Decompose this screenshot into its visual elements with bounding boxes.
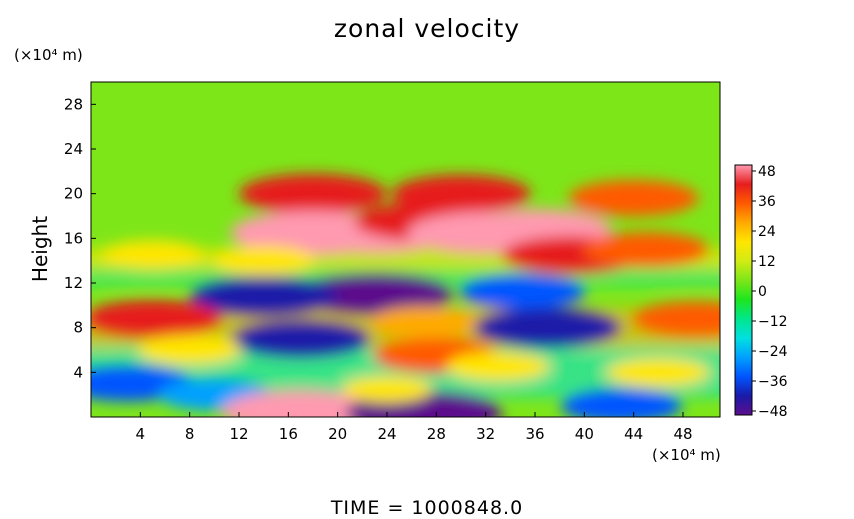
- y-tick-label: 24: [64, 140, 83, 158]
- velocity-feature: [239, 173, 387, 214]
- colorbar-tick-label: 48: [758, 164, 776, 180]
- x-tick-label: 44: [624, 425, 643, 443]
- velocity-feature: [583, 232, 709, 267]
- colorbar: 48 36 24 12 0 −12 −24 −36 −48: [734, 164, 788, 420]
- plot-area: [90, 81, 721, 418]
- x-tick-label: 8: [185, 425, 195, 443]
- velocity-feature: [473, 307, 622, 348]
- colorbar-tick-label: 36: [758, 194, 776, 210]
- x-tick-label: 4: [136, 425, 146, 443]
- colorbar-ramp: [734, 164, 753, 416]
- x-tick-label: 48: [673, 425, 692, 443]
- velocity-feature: [341, 375, 433, 403]
- x-tick-label: 36: [525, 425, 544, 443]
- y-tick-label: 4: [73, 363, 83, 381]
- colorbar-tick-label: −48: [758, 404, 788, 420]
- velocity-feature: [230, 210, 396, 255]
- velocity-feature: [231, 319, 371, 358]
- velocity-feature: [222, 390, 380, 417]
- x-tick-label: 12: [229, 425, 248, 443]
- velocity-feature: [211, 245, 316, 276]
- x-tick-label: 24: [377, 425, 396, 443]
- y-axis: 4 8 12 16 20 24 28: [64, 95, 96, 381]
- plot-frame: [90, 81, 721, 418]
- velocity-feature: [606, 357, 711, 388]
- velocity-feature: [137, 335, 242, 365]
- velocity-feature: [560, 388, 683, 417]
- y-tick-label: 8: [73, 319, 83, 337]
- y-axis-unit: (×10⁴ m): [14, 46, 83, 64]
- colorbar-tick-label: 24: [758, 224, 776, 240]
- y-tick-label: 16: [64, 229, 83, 247]
- colorbar-tick-label: 0: [758, 284, 767, 300]
- x-tick-label: 16: [279, 425, 298, 443]
- velocity-feature: [632, 301, 720, 337]
- y-tick-label: 28: [64, 95, 83, 113]
- velocity-feature: [100, 240, 205, 271]
- x-axis-unit: (×10⁴ m): [652, 446, 721, 464]
- colorbar-tick-label: 12: [758, 254, 776, 270]
- x-tick-label: 40: [575, 425, 594, 443]
- velocity-feature: [568, 180, 699, 217]
- x-tick-label: 32: [476, 425, 495, 443]
- colorbar-tick-label: −24: [758, 344, 788, 360]
- velocity-feature: [189, 276, 338, 317]
- velocity-feature: [446, 351, 550, 382]
- chart-title: zonal velocity: [333, 14, 521, 43]
- x-axis: 4 8 12 16 20 24 28 32 36 40 44 48: [136, 412, 693, 443]
- velocity-feature: [91, 299, 223, 338]
- velocity-feature: [369, 306, 479, 338]
- velocity-feature: [459, 274, 586, 310]
- x-tick-label: 28: [427, 425, 446, 443]
- time-label: TIME = 1000848.0: [330, 497, 524, 519]
- y-tick-label: 12: [64, 274, 83, 292]
- velocity-feature: [296, 273, 454, 316]
- colorbar-tick-label: −36: [758, 374, 788, 390]
- x-tick-label: 20: [328, 425, 347, 443]
- y-tick-label: 20: [64, 185, 83, 203]
- colorbar-tick-label: −12: [758, 314, 788, 330]
